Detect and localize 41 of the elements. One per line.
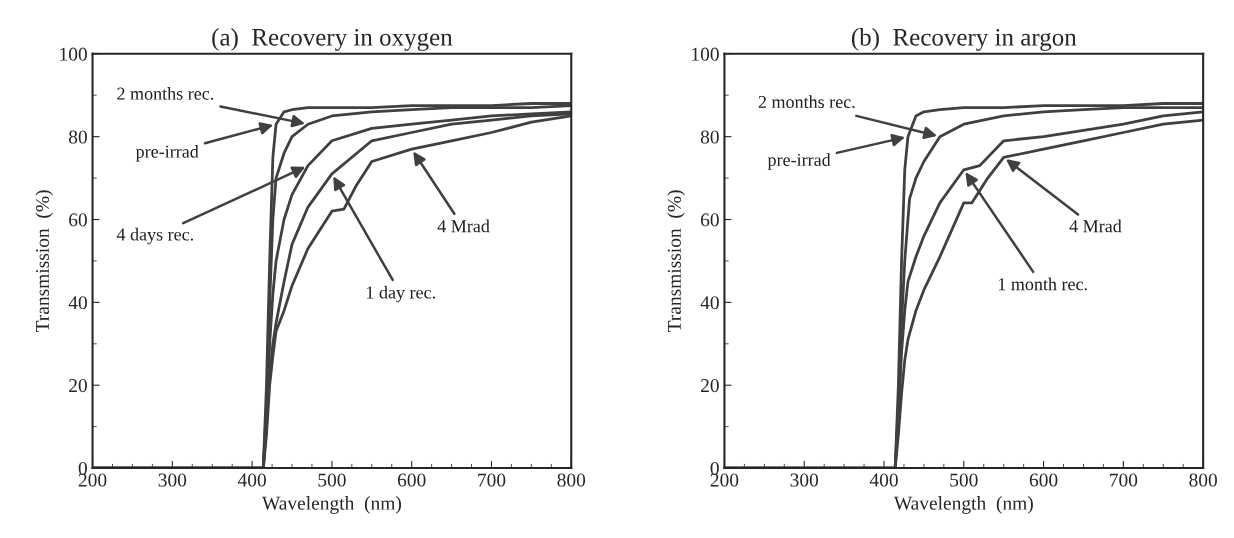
x-axis-title: Wavelength (nm)	[261, 496, 401, 514]
y-tick-label: 40	[700, 296, 719, 310]
x-tick-label: 400	[869, 473, 898, 487]
y-tick-label: 60	[69, 213, 87, 227]
x-tick-label: 200	[78, 473, 107, 487]
y-tick-label: 100	[692, 47, 719, 61]
x-tick-label: 800	[1189, 473, 1217, 487]
x-tick-label: 600	[1029, 473, 1058, 487]
x-tick-label: 500	[318, 473, 346, 487]
y-tick-label: 80	[700, 130, 719, 144]
y-tick-label: 80	[68, 130, 87, 144]
annotation: 4 Mrad	[437, 219, 490, 233]
annotation: 2 months rec.	[117, 87, 214, 100]
x-axis-title: Wavelength (nm)	[893, 496, 1033, 514]
annotation: 2 months rec.	[758, 95, 855, 109]
annotation: 1 day rec.	[367, 285, 435, 303]
annotation: 4 days rec.	[116, 227, 193, 245]
annotation: 1 month rec.	[998, 277, 1087, 291]
x-tick-label: 300	[790, 473, 819, 487]
y-tick-label: 0	[78, 461, 87, 475]
x-tick-label: 200	[710, 473, 739, 487]
y-tick-label: 20	[700, 379, 719, 393]
x-tick-label: 700	[478, 473, 506, 487]
y-tick-label: 40	[68, 296, 87, 310]
annotation: pre-irrad	[135, 145, 199, 162]
chart-title: (a) Recovery in oxygen	[212, 28, 453, 51]
chart-title: (b) Recovery in argon	[851, 28, 1077, 51]
x-tick-label: 400	[237, 473, 266, 487]
annotation: pre-irrad	[767, 153, 831, 170]
x-tick-label: 300	[158, 473, 187, 487]
y-tick-label: 60	[700, 213, 719, 227]
x-tick-label: 500	[950, 473, 978, 487]
y-axis-title: Transmission (%)	[667, 190, 685, 333]
y-tick-label: 0	[710, 461, 719, 475]
x-tick-label: 600	[397, 473, 426, 487]
y-axis-title: Transmission (%)	[35, 190, 53, 333]
annotation: 4 Mrad	[1069, 219, 1122, 233]
y-tick-label: 100	[60, 47, 87, 61]
x-tick-label: 700	[1110, 473, 1138, 487]
x-tick-label: 800	[557, 473, 586, 487]
y-tick-label: 20	[69, 379, 87, 393]
